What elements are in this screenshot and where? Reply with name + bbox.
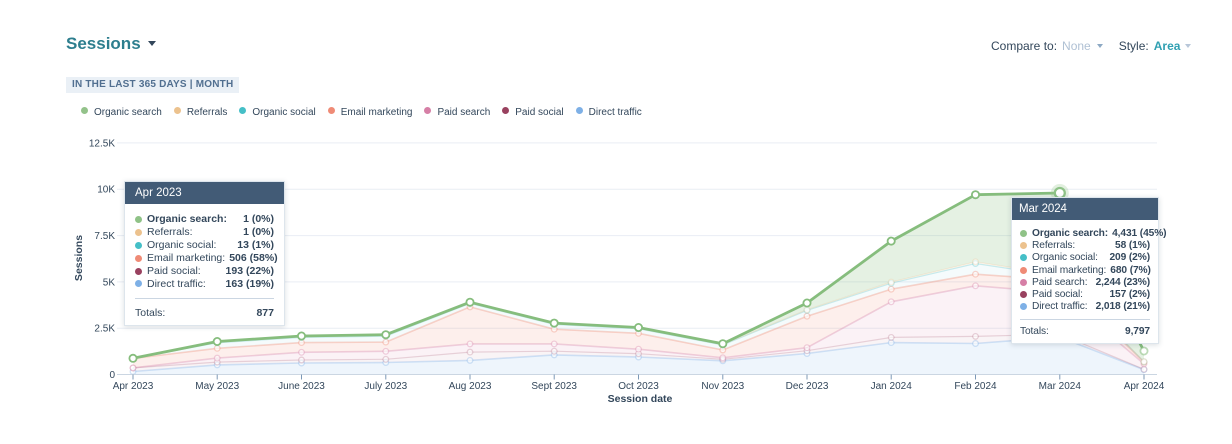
- svg-text:Apr 2024: Apr 2024: [1124, 381, 1165, 392]
- svg-text:5K: 5K: [103, 277, 116, 288]
- svg-text:Dec 2023: Dec 2023: [786, 381, 829, 392]
- svg-text:Jan 2024: Jan 2024: [871, 381, 913, 392]
- svg-text:Sept 2023: Sept 2023: [531, 381, 577, 392]
- svg-text:Aug 2023: Aug 2023: [449, 381, 492, 392]
- svg-text:2.5K: 2.5K: [94, 324, 115, 335]
- svg-text:June 2023: June 2023: [278, 381, 325, 392]
- svg-text:12.5K: 12.5K: [89, 138, 115, 149]
- svg-text:10K: 10K: [97, 185, 115, 196]
- svg-text:Nov 2023: Nov 2023: [701, 381, 744, 392]
- svg-text:Apr 2023: Apr 2023: [113, 381, 154, 392]
- svg-text:Session date: Session date: [608, 393, 673, 405]
- svg-text:Feb 2024: Feb 2024: [954, 381, 997, 392]
- svg-text:0: 0: [109, 370, 115, 381]
- svg-text:7.5K: 7.5K: [94, 231, 115, 242]
- svg-text:Sessions: Sessions: [73, 235, 85, 281]
- svg-text:July 2023: July 2023: [364, 381, 407, 392]
- svg-text:May 2023: May 2023: [195, 381, 239, 392]
- svg-text:Mar 2024: Mar 2024: [1039, 381, 1082, 392]
- svg-text:Oct 2023: Oct 2023: [618, 381, 659, 392]
